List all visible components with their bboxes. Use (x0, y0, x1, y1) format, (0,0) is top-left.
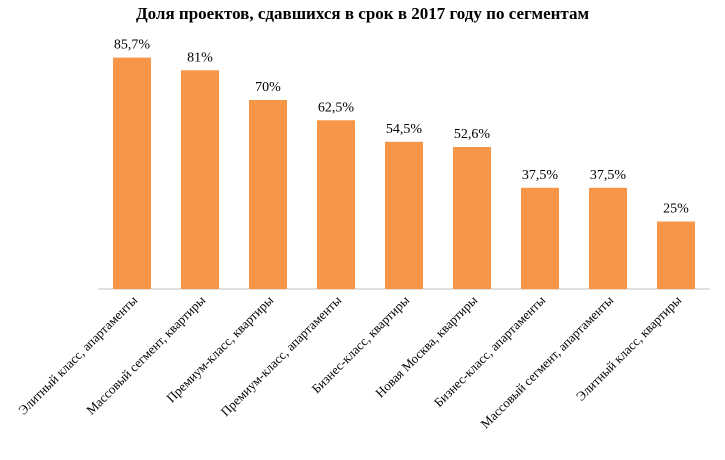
bar (589, 187, 627, 290)
category-label: Массовый сегмент, апартаменты (477, 292, 616, 431)
data-label: 52,6% (454, 127, 491, 142)
chart-title: Доля проектов, сдавшихся в срок в 2017 г… (135, 4, 590, 23)
category-label: Массовый сегмент, квартиры (83, 292, 208, 417)
data-label: 25% (663, 202, 689, 217)
category-label: Элитный класс, апартаменты (15, 292, 140, 417)
bar (181, 70, 219, 289)
data-label: 54,5% (386, 122, 423, 137)
bar (521, 187, 559, 290)
bar (113, 57, 151, 289)
bar (657, 221, 695, 289)
data-label: 85,7% (114, 38, 151, 53)
bar (453, 147, 491, 289)
category-label: Премиум-класс, апартаменты (218, 292, 345, 419)
bar (317, 120, 355, 290)
data-label: 37,5% (522, 168, 559, 183)
data-label: 70% (255, 80, 281, 95)
bar (249, 100, 287, 289)
category-label: Бизнес-класс, апартаменты (431, 292, 549, 410)
data-label: 81% (187, 50, 213, 65)
data-label: 37,5% (590, 168, 627, 183)
data-label: 62,5% (318, 100, 355, 115)
bar (385, 141, 423, 289)
